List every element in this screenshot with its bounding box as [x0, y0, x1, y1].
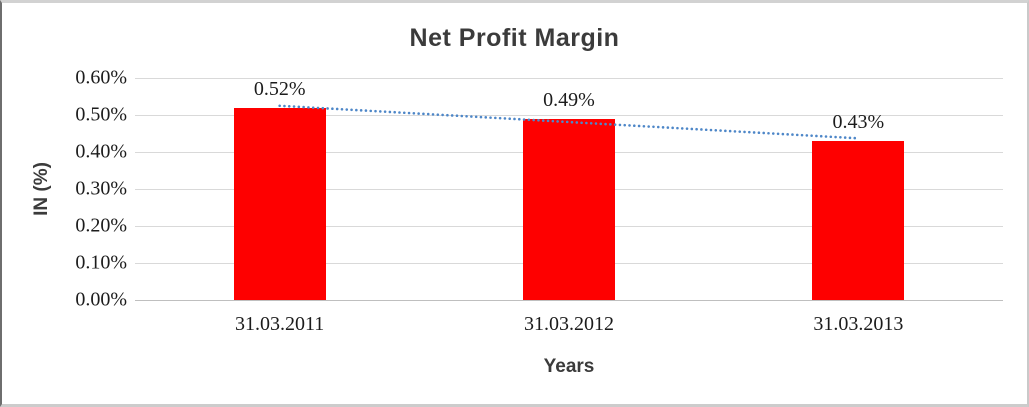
bar-31.03.2013: [812, 140, 905, 300]
gridline: [135, 78, 1003, 79]
y-axis-title-label: IN (%): [30, 162, 52, 216]
x-tick-label: 31.03.2012: [524, 313, 614, 335]
gridline: [135, 115, 1003, 116]
trendline-layer: [278, 104, 860, 140]
bar-value-label: 0.52%: [253, 77, 306, 100]
y-tick-label: 0.00%: [75, 288, 127, 311]
bar-31.03.2012: [523, 118, 615, 300]
bar-value-label: 0.43%: [832, 110, 885, 133]
chart-title: Net Profit Margin: [409, 24, 620, 52]
y-tick-label: 0.10%: [75, 251, 127, 274]
bar-31.03.2011: [233, 107, 326, 300]
y-tick-label: 0.20%: [75, 214, 127, 237]
plot-area: 0.00% 0.10% 0.20% 0.30% 0.40% 0.50% 0.60% 0.52%…: [75, 67, 1003, 335]
y-axis-title: IN (%): [12, 78, 72, 300]
y-tick-label: 0.40%: [75, 140, 127, 163]
x-tick-label: 31.03.2011: [235, 313, 325, 335]
y-tick-label: 0.60%: [75, 66, 127, 89]
y-tick-label: 0.30%: [75, 177, 127, 200]
y-tick-label: 0.50%: [75, 103, 127, 126]
bar-value-label: 0.49%: [543, 88, 595, 111]
x-axis-line: [135, 300, 1003, 301]
x-tick-label: 31.03.2013: [813, 313, 904, 335]
x-axis-title: Years: [543, 356, 595, 377]
trendline: [278, 104, 860, 140]
